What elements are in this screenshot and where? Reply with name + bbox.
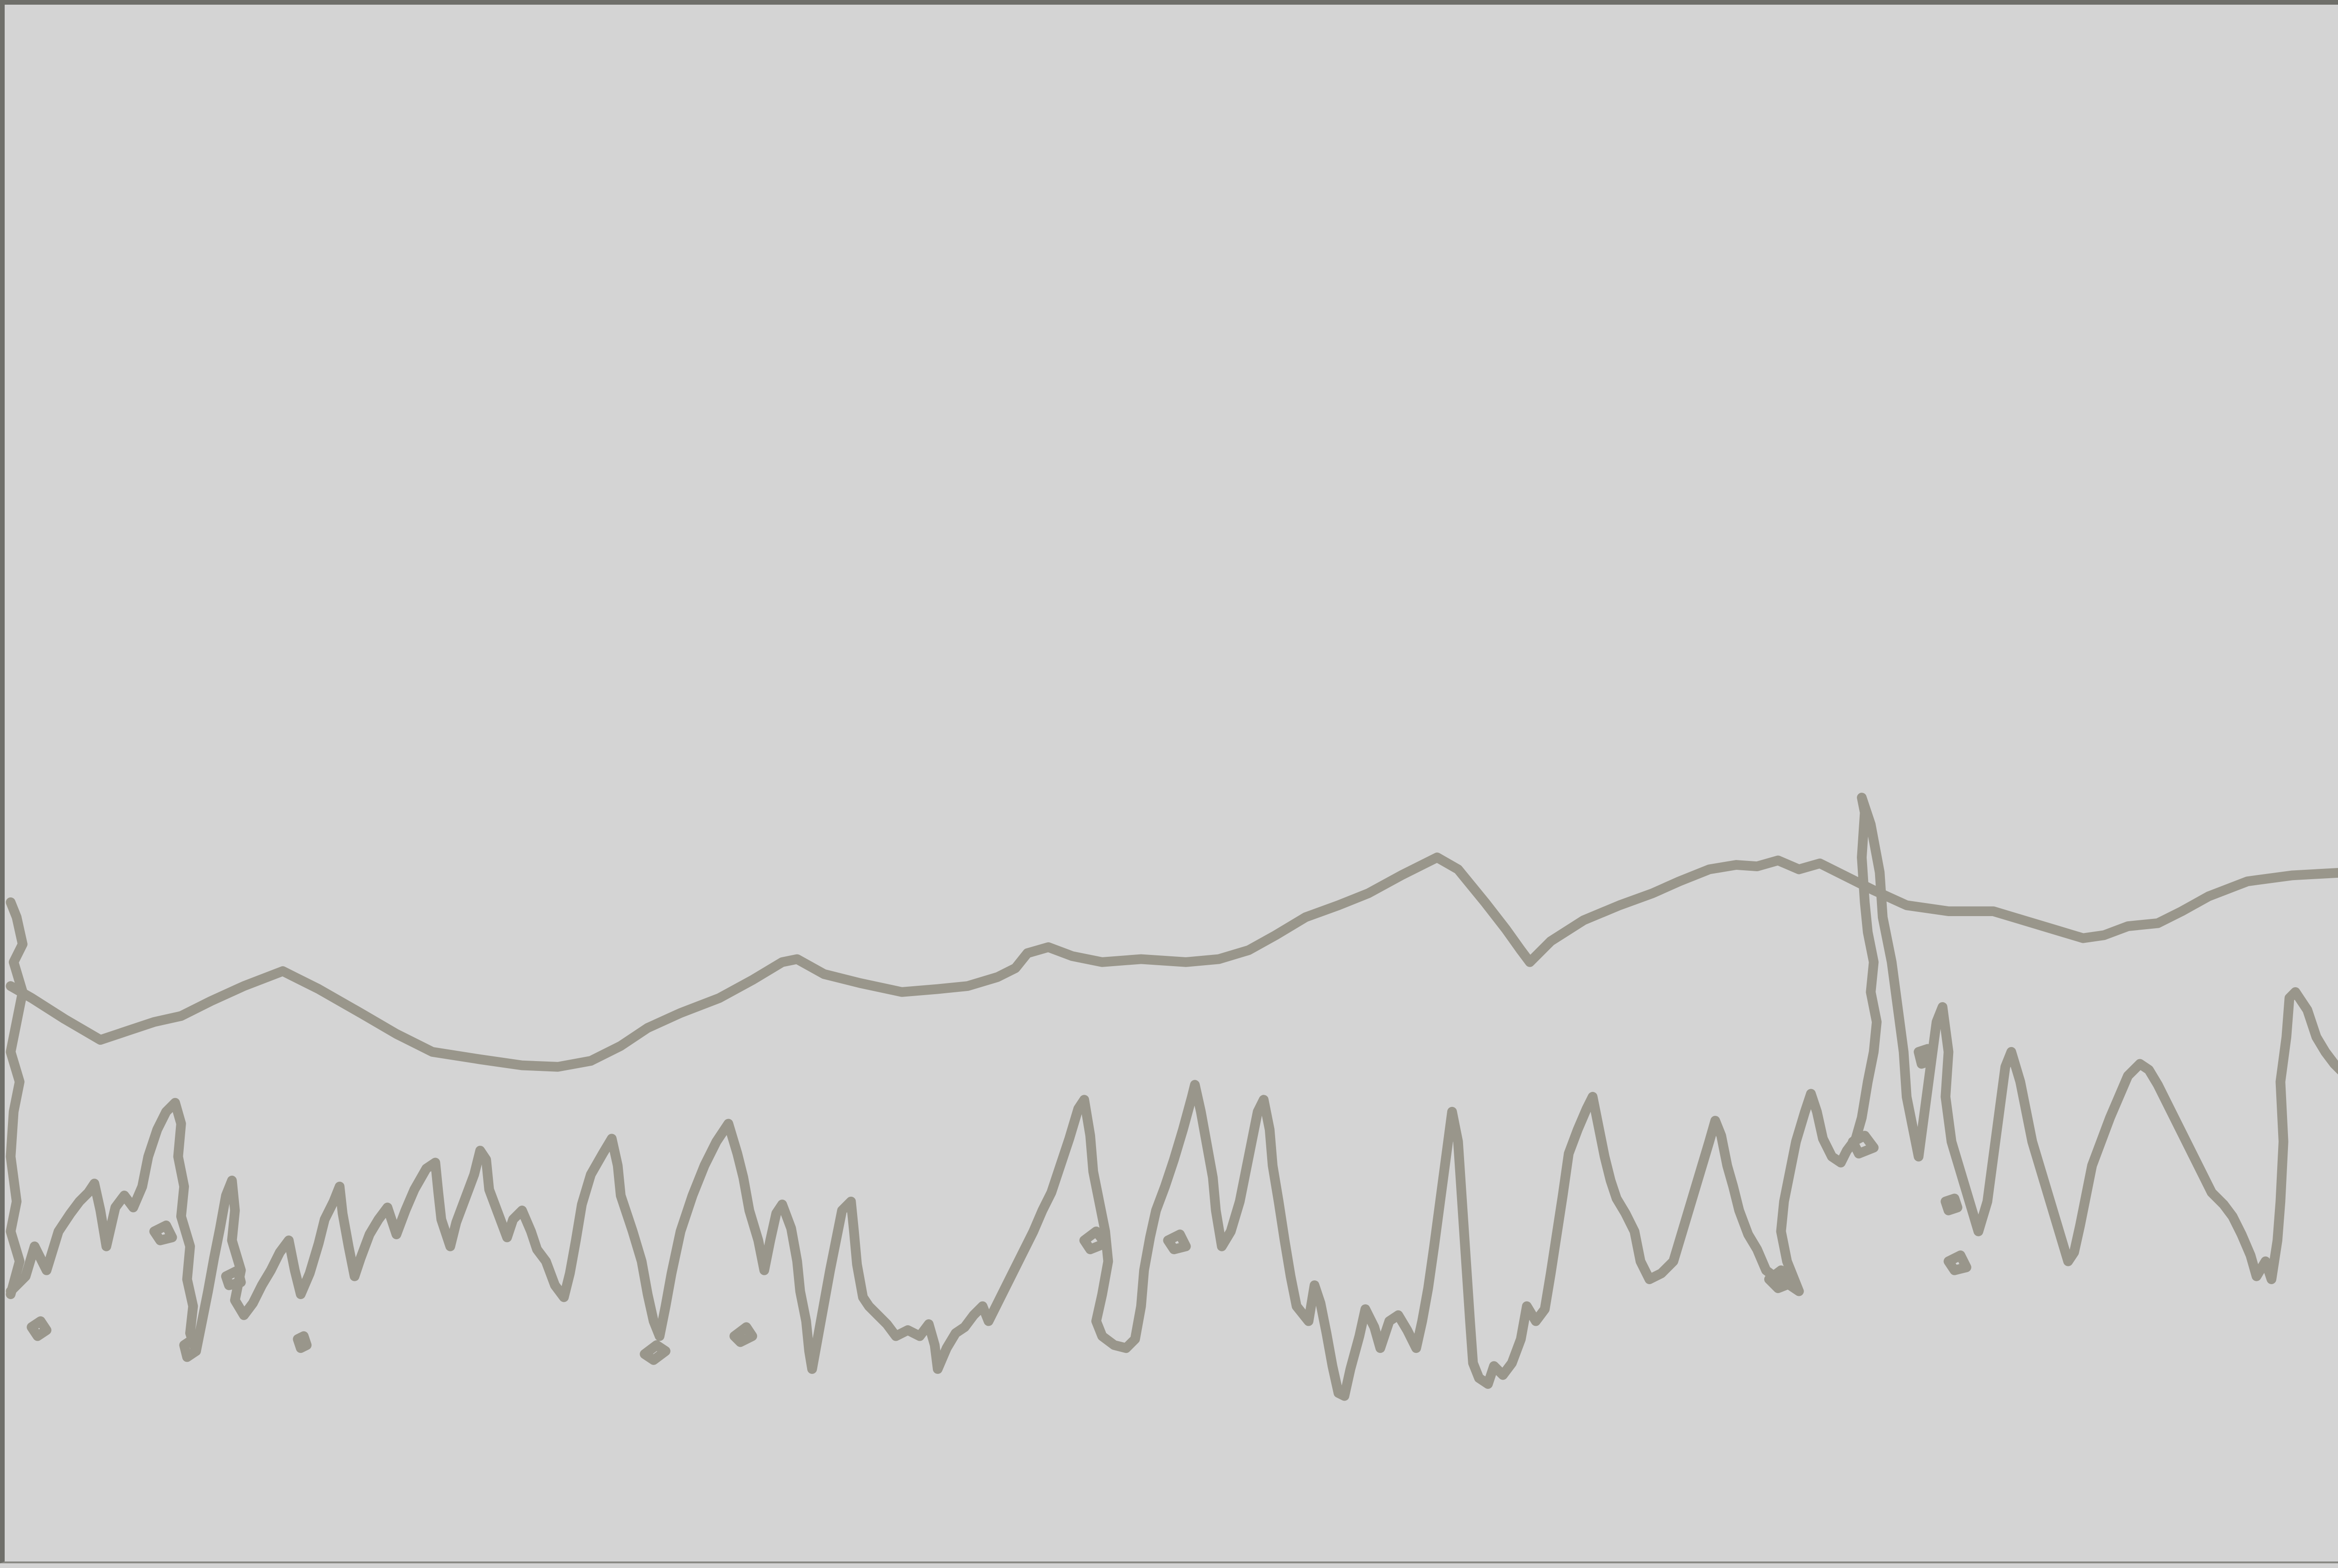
foliage-blob (1943, 1250, 1971, 1275)
foliage-blob (221, 1265, 246, 1290)
mountain-ridge-outline (6, 853, 2338, 1072)
foliage-blob (293, 1331, 312, 1353)
line-art-drawing (6, 793, 2338, 1401)
foliage-blob (640, 1340, 671, 1365)
foliage-blob (729, 1322, 758, 1347)
foliage-blob (1764, 1265, 1798, 1293)
forest-treeline-outline (6, 793, 2338, 1401)
foliage-blob (1163, 1229, 1191, 1255)
left-edge-brush-outline (6, 897, 28, 1299)
foliage-blob (27, 1316, 51, 1341)
foliage-blob (1079, 1226, 1110, 1255)
foliage-blob (149, 1221, 177, 1245)
foliage-blob (179, 1334, 201, 1362)
foliage-blob (1913, 1044, 1936, 1069)
foliage-blob (1941, 1193, 1963, 1215)
foliage-blob (1847, 1131, 1879, 1159)
line-art-group (6, 793, 2338, 1401)
